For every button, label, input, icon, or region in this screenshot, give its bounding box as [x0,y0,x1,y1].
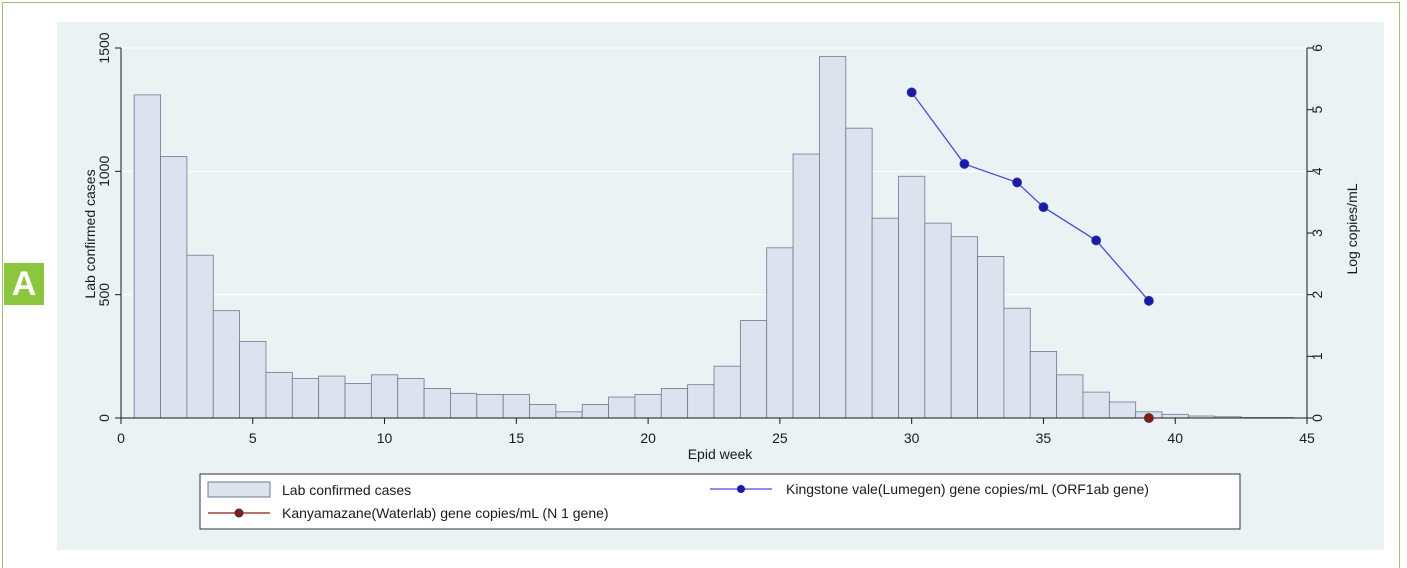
x-tick-label: 45 [1299,430,1315,446]
bar [529,404,557,419]
series-point [959,159,970,169]
series-point [1038,202,1049,213]
series-point [1091,235,1102,246]
y2-tick-label: 5 [1309,106,1325,114]
y2-tick-label: 3 [1309,229,1325,237]
legend: Lab confirmed cases Kingstone vale(Lumeg… [199,473,1241,530]
x-tick-label: 10 [377,430,393,446]
legend-label-bars: Lab confirmed cases [282,482,411,498]
bar [898,175,926,419]
bar [133,94,161,419]
x-tick-label: 35 [1036,430,1052,446]
bar [608,396,636,419]
bar [160,156,188,419]
bar [634,394,662,419]
bar [687,384,715,419]
panel-label-badge: A [4,263,44,305]
bar [1108,401,1137,419]
y2-tick-label: 0 [1309,414,1325,422]
bar [924,222,952,419]
y2-tick-label: 4 [1309,167,1325,175]
x-tick-label: 25 [772,430,788,446]
legend-label-series-1: Kingstone vale(Lumegen) gene copies/mL (… [786,481,1149,497]
bar [739,320,768,419]
series-point [906,87,917,98]
series-line [911,92,1150,302]
legend-marker-series-1 [737,485,745,493]
bar [212,310,241,419]
bar [1029,350,1058,419]
y-axis-title: Lab confirmed cases [82,169,98,298]
x-tick-label: 30 [904,430,920,446]
bar [766,247,794,419]
y2-tick-label: 1 [1309,352,1325,360]
bar [186,254,214,419]
bar [845,127,873,419]
bar [450,392,478,419]
bar [318,375,346,419]
legend-marker-series-2 [234,508,244,518]
y2-tick-label: 2 [1309,291,1325,299]
bars [133,56,1295,419]
bar [370,374,399,419]
bar [1003,307,1031,419]
legend-label-series-2: Kanyamazane(Waterlab) gene copies/mL (N … [282,505,609,521]
legend-box [199,473,1241,530]
y-tick-label: 1500 [96,32,112,63]
y-tick-label: 1000 [96,156,112,187]
bar [581,404,609,419]
bar [344,383,372,419]
x-axis-title: Epid week [688,446,754,462]
series-point [1012,177,1022,188]
y2-tick-label: 6 [1309,44,1325,52]
bar [423,387,451,419]
y2-axis-title: Log copies/mL [1344,183,1360,274]
y-tick-label: 0 [96,414,112,422]
x-tick-label: 5 [249,430,257,446]
bar [819,56,847,419]
bar [502,394,530,419]
y-tick-label: 500 [96,283,112,307]
plot-panel [57,22,1384,550]
bar [977,256,1005,419]
bar [555,411,583,419]
bar [1056,374,1084,419]
bar [1082,391,1110,419]
x-tick-label: 20 [640,430,656,446]
series-point [1143,295,1154,306]
bar [792,153,820,419]
series-lines [906,87,1154,423]
bar [476,394,504,419]
x-tick-label: 15 [509,430,525,446]
bar [713,365,741,419]
x-tick-label: 40 [1167,430,1183,446]
bar [265,371,293,419]
legend-swatch-bars [207,481,271,498]
bar [1161,413,1189,419]
bar [239,341,267,419]
bar [950,236,978,419]
bar [291,378,320,419]
series-point [1143,413,1154,423]
x-tick-label: 0 [117,430,125,446]
bar [397,378,425,419]
bar [871,217,899,419]
bar [660,387,689,419]
